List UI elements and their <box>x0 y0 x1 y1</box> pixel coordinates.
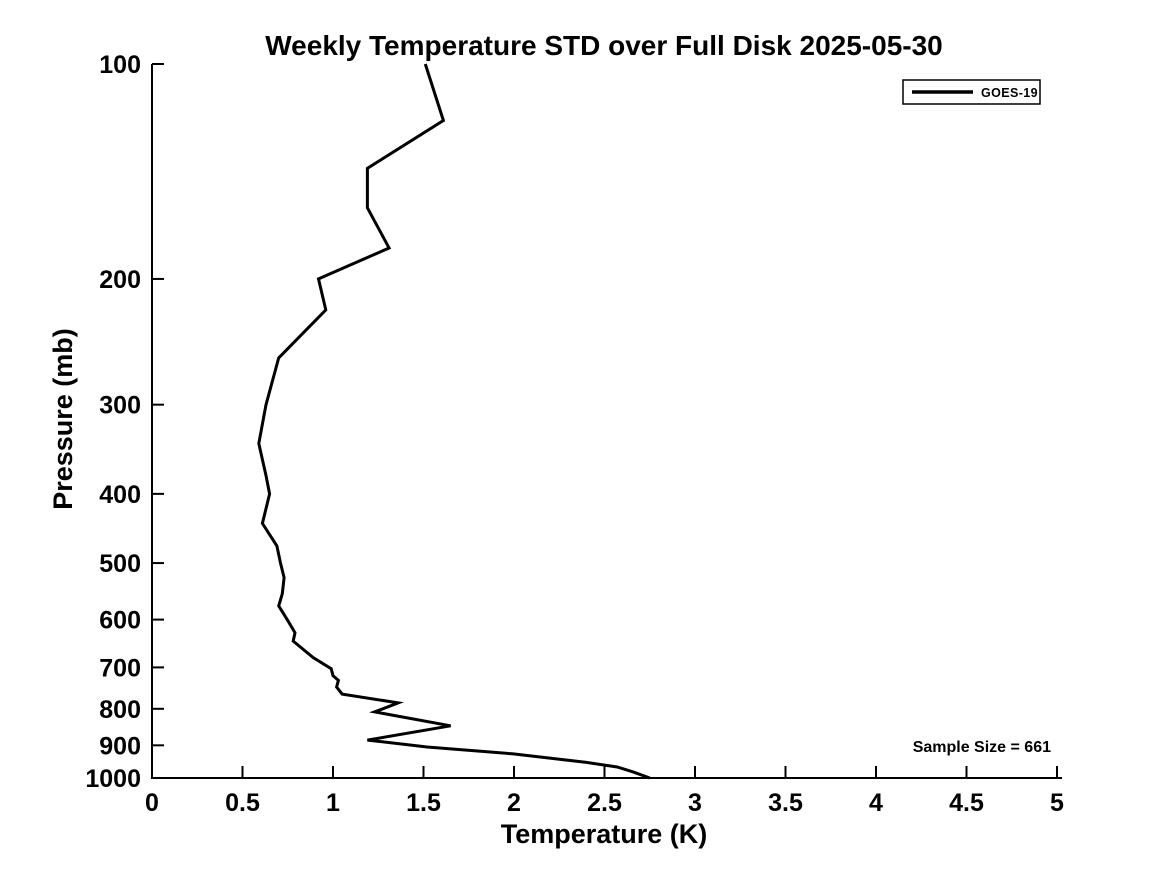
y-axis-label: Pressure (mb) <box>48 328 78 510</box>
legend: GOES-19 <box>902 79 1041 105</box>
y-tick-label: 300 <box>99 392 141 420</box>
y-tick-label: 700 <box>99 654 141 682</box>
x-tick-label: 5 <box>1050 789 1064 817</box>
x-tick-label: 2.5 <box>587 789 622 817</box>
y-tick-label: 800 <box>99 696 141 724</box>
sample-size-annotation: Sample Size = 661 <box>913 739 1051 756</box>
x-tick-label: 3 <box>688 789 702 817</box>
series-line-goes-19 <box>257 63 651 780</box>
x-tick-label: 1.5 <box>406 789 441 817</box>
legend-series-label: GOES-19 <box>981 86 1038 100</box>
y-tick-label: 400 <box>99 481 141 509</box>
y-tick-label: 900 <box>99 732 141 760</box>
y-tick-label: 1000 <box>85 765 141 793</box>
x-tick-label: 0 <box>145 789 159 817</box>
series-layer <box>257 63 651 780</box>
y-tick-label: 500 <box>99 550 141 578</box>
y-tick-label: 200 <box>99 266 141 294</box>
x-tick-label: 0.5 <box>225 789 260 817</box>
x-tick-label: 4.5 <box>949 789 984 817</box>
x-axis-label: Temperature (K) <box>501 819 708 849</box>
chart-title: Weekly Temperature STD over Full Disk 20… <box>265 30 942 61</box>
x-tick-label: 1 <box>326 789 340 817</box>
x-tick-label: 2 <box>507 789 521 817</box>
y-tick-label: 600 <box>99 607 141 635</box>
y-tick-label: 100 <box>99 51 141 79</box>
x-tick-label: 4 <box>869 789 883 817</box>
x-tick-label: 3.5 <box>768 789 803 817</box>
